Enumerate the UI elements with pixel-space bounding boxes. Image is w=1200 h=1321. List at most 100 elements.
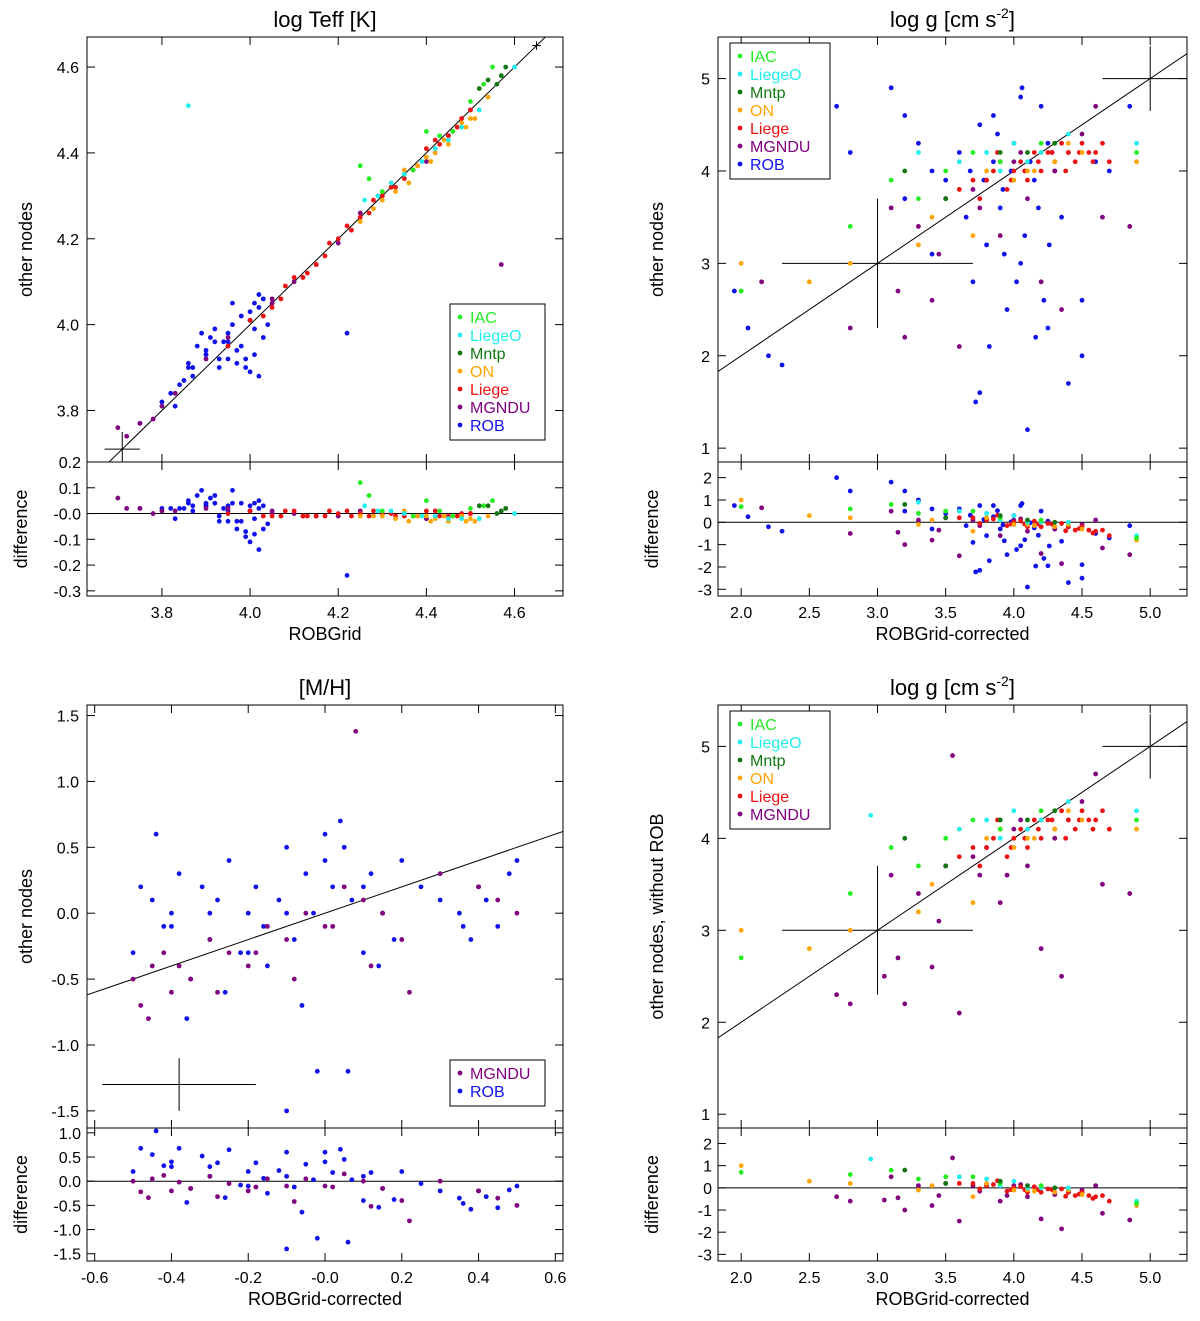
data-point-ON <box>485 94 491 100</box>
diff-point-Liege <box>1031 1184 1037 1190</box>
y-axis-label: other nodes <box>16 202 36 297</box>
diff-point-ROB <box>986 558 992 564</box>
diff-point-Liege <box>432 508 438 514</box>
data-point-ROB <box>1000 187 1006 192</box>
diff-point-ROB <box>215 1160 220 1166</box>
legend-marker-LiegeO <box>737 71 743 77</box>
diff-point-IAC <box>943 1174 949 1180</box>
data-point-MGNDU <box>159 403 165 409</box>
dy-tick-label: -0.0 <box>53 507 81 524</box>
data-point-Liege <box>366 210 372 216</box>
diff-point-ROB <box>1041 556 1047 561</box>
data-point-ROB <box>1004 307 1010 312</box>
one-to-one-line <box>718 721 1187 1039</box>
data-point-Liege <box>1063 168 1069 174</box>
data-point-MGNDU <box>291 279 297 285</box>
data-point-ON <box>357 219 363 224</box>
diff-point-MGNDU <box>341 1171 347 1177</box>
dy-tick-label: -1 <box>698 538 712 555</box>
diff-point-MGNDU <box>437 1178 443 1184</box>
diff-point-MGNDU <box>253 1184 259 1190</box>
data-point-Liege <box>379 193 385 199</box>
data-point-MGNDU <box>950 753 955 758</box>
data-point-LiegeO <box>984 817 989 823</box>
diff-point-ON <box>984 515 989 521</box>
data-point-LiegeO <box>997 835 1003 841</box>
data-point-MGNDU <box>330 923 336 929</box>
diff-point-ROB <box>929 506 935 512</box>
diff-point-ROB <box>418 1181 424 1187</box>
y-tick-label: 5 <box>701 72 710 89</box>
diff-point-ON <box>738 1163 744 1169</box>
data-point-ON <box>806 946 812 952</box>
diff-point-ROB <box>322 1149 328 1155</box>
data-point-MGNDU <box>847 325 853 331</box>
data-point-LiegeO <box>432 146 438 152</box>
diff-point-LiegeO <box>362 503 368 509</box>
legend-label-MGNDU: MGNDU <box>470 1066 530 1083</box>
data-point-IAC <box>997 159 1003 165</box>
diff-point-ON <box>929 517 935 523</box>
diff-point-MGNDU <box>1059 1226 1064 1232</box>
data-point-ROB <box>456 910 462 916</box>
diff-point-LiegeO <box>1011 513 1017 518</box>
data-point-ROB <box>261 923 266 929</box>
diff-point-MGNDU <box>1100 1210 1105 1216</box>
chart-title: log Teff [K] <box>273 7 376 32</box>
diff-point-ROB <box>360 1198 366 1203</box>
data-point-ROB <box>437 897 443 903</box>
diff-point-ON <box>847 515 853 521</box>
diff-point-MGNDU <box>1100 545 1105 551</box>
diff-point-ROB <box>1046 543 1052 549</box>
chart-title-superscript: -2 <box>996 5 1009 21</box>
data-point-Mntp <box>902 168 908 174</box>
data-point-ROB <box>963 214 969 220</box>
diff-point-MGNDU <box>203 505 209 511</box>
diff-point-LiegeO <box>956 508 962 514</box>
data-point-ROB <box>181 378 187 383</box>
data-point-ROB <box>216 356 222 362</box>
diff-point-ROB <box>1018 543 1024 549</box>
data-point-MGNDU <box>225 335 231 340</box>
diff-point-MGNDU <box>847 531 853 536</box>
data-point-ON <box>1031 168 1037 174</box>
data-point-Liege <box>1086 817 1092 823</box>
dy-tick-label: 0.2 <box>59 455 81 472</box>
y-tick-label: 3 <box>701 256 710 273</box>
diff-point-ON <box>806 513 812 518</box>
diff-point-Liege <box>1063 528 1069 534</box>
data-point-ROB <box>991 113 996 118</box>
diff-point-Liege <box>260 513 266 519</box>
diff-point-ROB <box>1033 563 1039 569</box>
diff-point-Liege <box>1045 1186 1051 1192</box>
data-point-Liege <box>1049 150 1055 155</box>
diff-point-MGNDU <box>330 1184 336 1190</box>
data-point-ROB <box>360 884 366 890</box>
data-point-MGNDU <box>888 205 894 211</box>
diff-point-IAC <box>847 506 853 512</box>
diff-point-MGNDU <box>225 505 231 511</box>
data-point-Liege <box>984 845 989 850</box>
data-point-ROB <box>997 205 1003 211</box>
y-tick-label: 4 <box>701 164 710 181</box>
diff-point-ROB <box>1001 538 1007 544</box>
diff-point-MGNDU <box>138 1189 144 1195</box>
diff-point-ON <box>929 1183 935 1189</box>
diff-point-ROB <box>1000 522 1006 528</box>
data-point-ROB <box>330 884 336 890</box>
diff-point-ROB <box>243 529 249 534</box>
data-point-ON <box>441 137 447 143</box>
legend-label-IAC: IAC <box>750 49 777 66</box>
data-point-ON <box>423 154 429 160</box>
y-tick-label: 0.0 <box>57 906 79 923</box>
data-point-MGNDU <box>368 963 374 969</box>
dy-tick-label: -0.5 <box>53 1198 81 1215</box>
data-point-MGNDU <box>936 251 942 257</box>
diff-point-LiegeO <box>1065 519 1071 525</box>
diff-point-ROB <box>245 1183 251 1189</box>
data-point-Mntp <box>902 835 908 841</box>
dy-tick-label: -0.2 <box>53 558 81 575</box>
diff-point-Liege <box>1086 1193 1092 1199</box>
diff-plot-area <box>87 1128 563 1252</box>
